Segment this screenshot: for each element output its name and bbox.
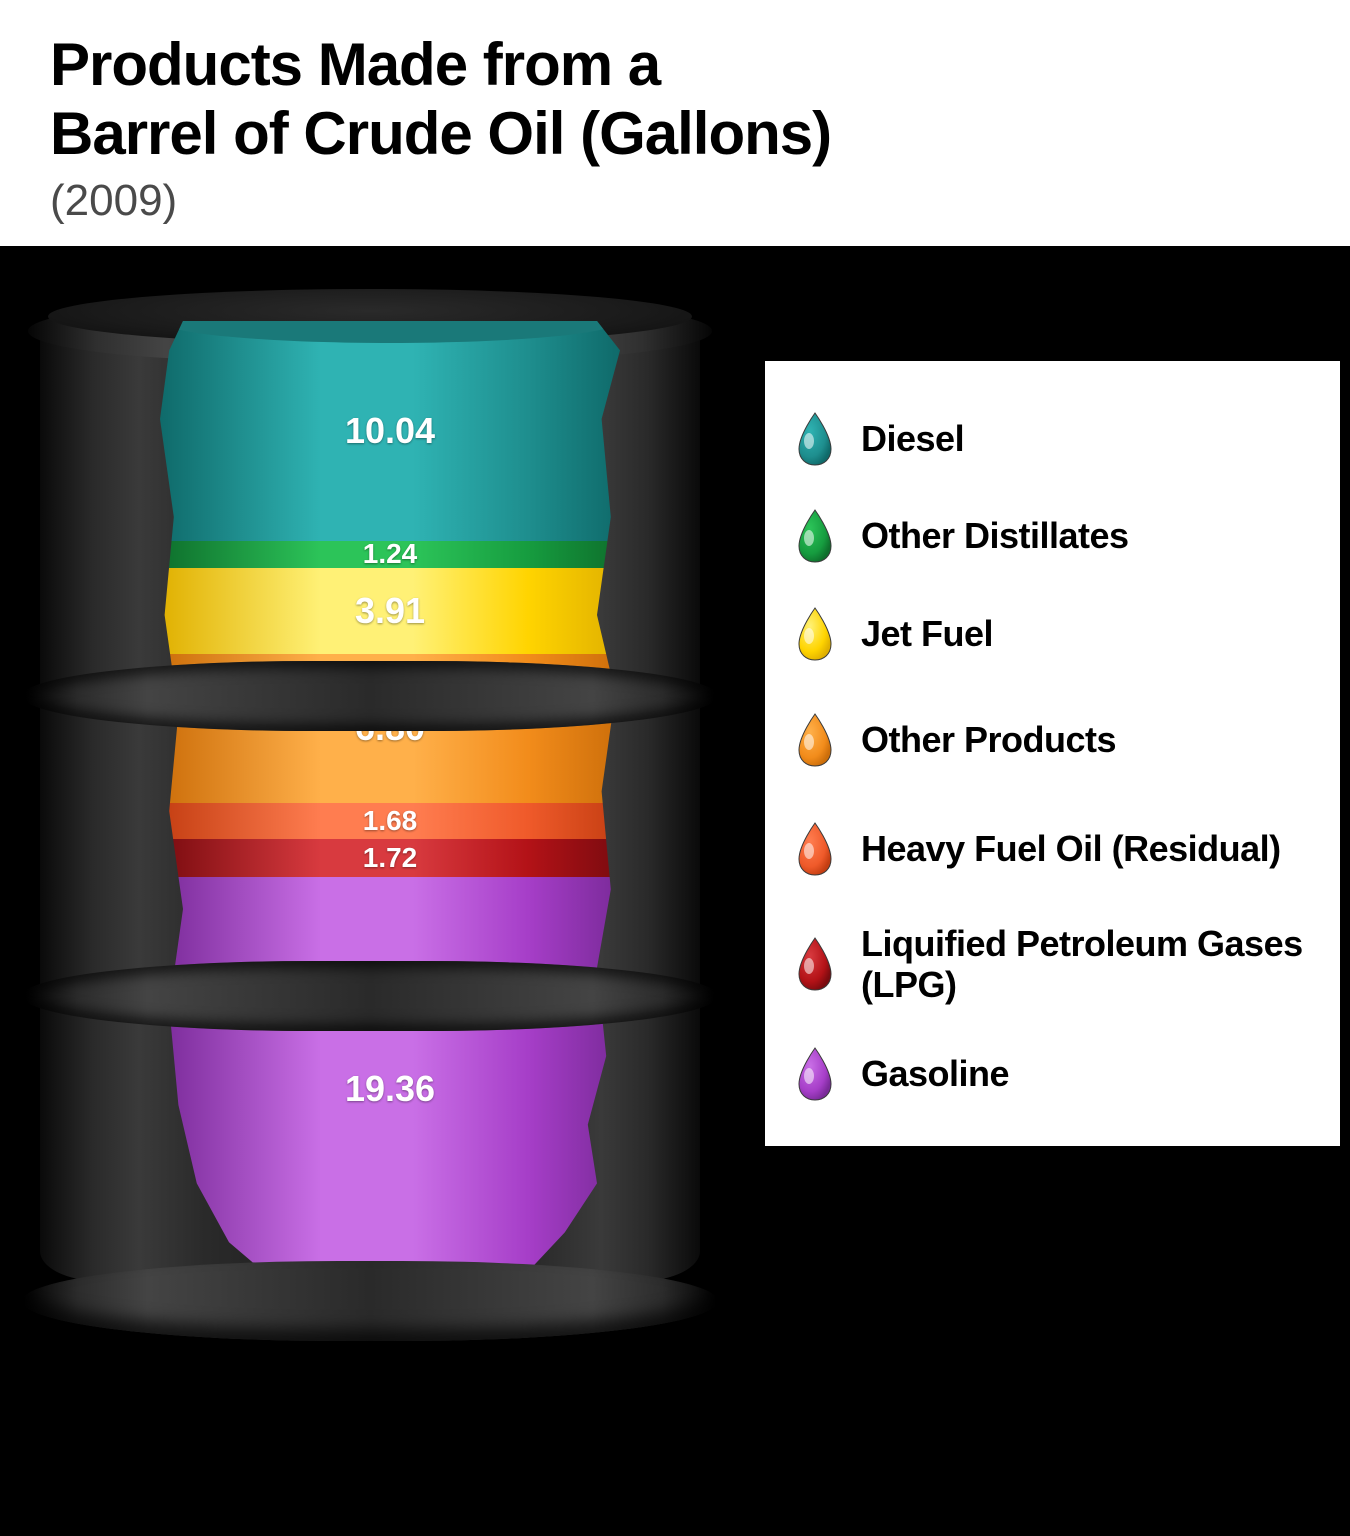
- title-line-1: Products Made from a: [50, 30, 1300, 99]
- legend-label: Gasoline: [861, 1053, 1009, 1094]
- drop-icon: [793, 508, 837, 564]
- barrel-layer: 10.04: [160, 321, 620, 541]
- legend-panel: Diesel Other Distillates Jet Fuel Other Pro…: [765, 361, 1340, 1146]
- drop-icon: [793, 821, 837, 877]
- layer-value: 1.68: [363, 805, 418, 837]
- drop-icon: [793, 411, 837, 467]
- barrel-layer: 3.91: [160, 568, 620, 654]
- barrel: 10.041.243.916.801.681.7219.36: [40, 281, 700, 1341]
- legend-row: Other Distillates: [793, 486, 1316, 586]
- barrel-rib-upper: [22, 661, 718, 731]
- barrel-rib-lower: [22, 961, 718, 1031]
- barrel-area: 10.041.243.916.801.681.7219.36: [10, 281, 730, 1381]
- header: Products Made from a Barrel of Crude Oil…: [0, 0, 1350, 246]
- layer-value: 19.36: [345, 1068, 435, 1110]
- legend-row: Diesel: [793, 391, 1316, 486]
- legend-row: Other Products: [793, 681, 1316, 799]
- legend-label: Liquified Petroleum Gases (LPG): [861, 923, 1316, 1006]
- layer-value: 10.04: [345, 410, 435, 452]
- barrel-layer: 1.24: [160, 541, 620, 568]
- barrel-bottom: [22, 1261, 718, 1341]
- subtitle-year: (2009): [50, 176, 1300, 226]
- title-line-2: Barrel of Crude Oil (Gallons): [50, 99, 1300, 168]
- drop-icon: [793, 1046, 837, 1102]
- layer-value: 1.72: [363, 842, 418, 874]
- barrel-layer: 19.36: [160, 877, 620, 1301]
- barrel-cutaway: 10.041.243.916.801.681.7219.36: [160, 321, 620, 1301]
- legend-row: Heavy Fuel Oil (Residual): [793, 799, 1316, 899]
- legend-row: Jet Fuel: [793, 586, 1316, 681]
- legend-row: Gasoline: [793, 1029, 1316, 1119]
- legend-label: Heavy Fuel Oil (Residual): [861, 828, 1281, 869]
- legend-label: Other Products: [861, 719, 1116, 760]
- legend-label: Jet Fuel: [861, 613, 993, 654]
- content-area: Diesel Other Distillates Jet Fuel Other Pro…: [0, 246, 1350, 1446]
- layer-value: 1.24: [363, 538, 418, 570]
- barrel-layers: 10.041.243.916.801.681.7219.36: [160, 321, 620, 1301]
- drop-icon: [793, 712, 837, 768]
- drop-icon: [793, 606, 837, 662]
- layer-value: 3.91: [355, 590, 425, 632]
- barrel-layer: 1.68: [160, 803, 620, 840]
- legend-label: Diesel: [861, 418, 964, 459]
- drop-icon: [793, 936, 837, 992]
- legend-label: Other Distillates: [861, 515, 1129, 556]
- legend-row: Liquified Petroleum Gases (LPG): [793, 899, 1316, 1029]
- barrel-layer: 1.72: [160, 839, 620, 877]
